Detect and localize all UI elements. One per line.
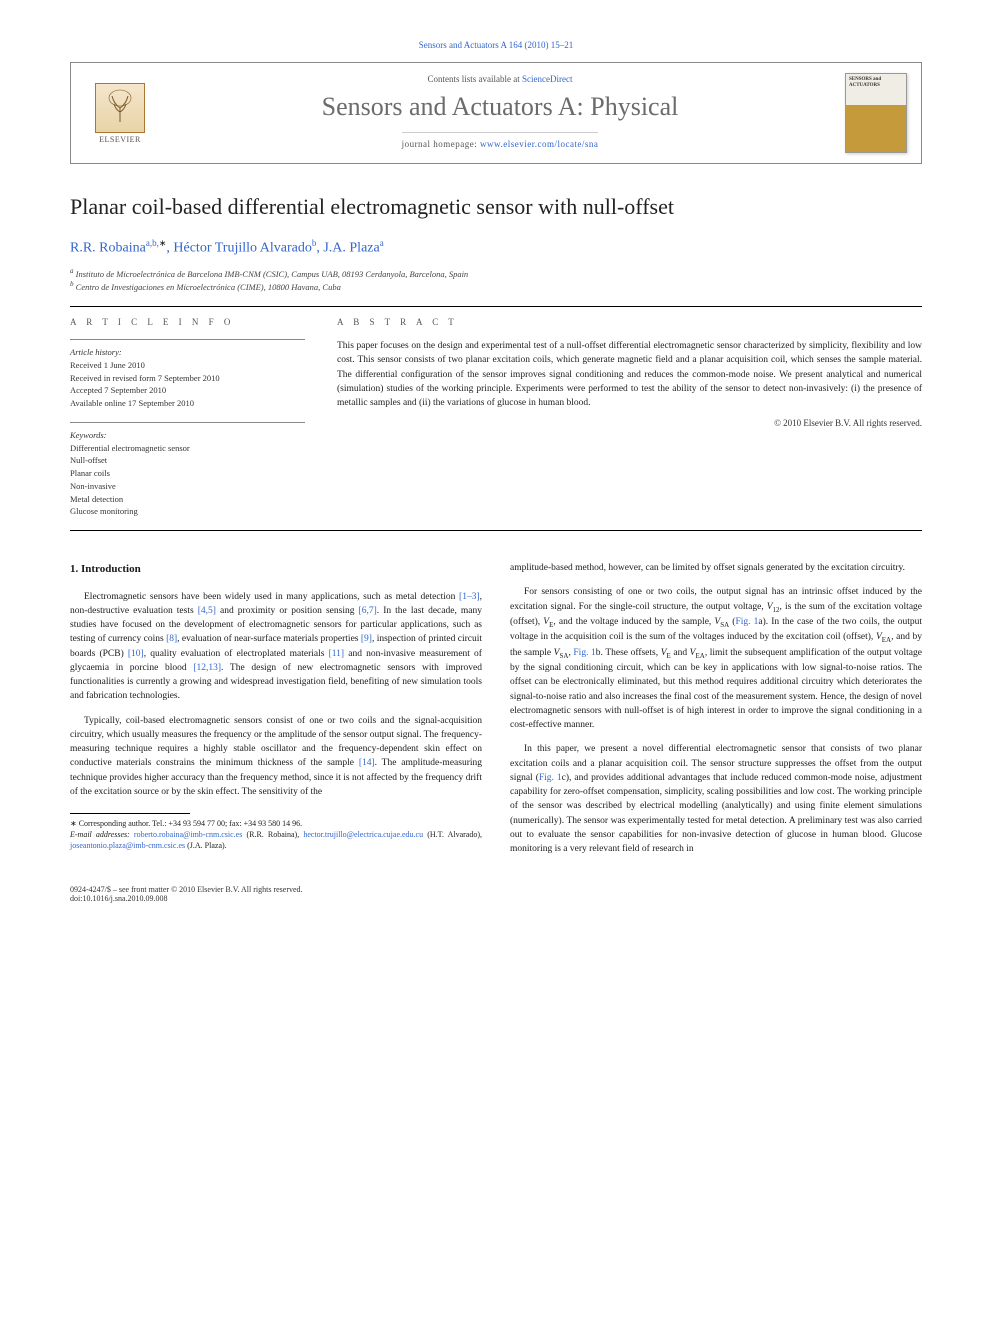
contents-available-line: Contents lists available at ScienceDirec… — [165, 74, 835, 84]
corresponding-author-note: ∗ Corresponding author. Tel.: +34 93 594… — [70, 818, 482, 829]
rule-bottom — [70, 530, 922, 531]
doi-line: doi:10.1016/j.sna.2010.09.008 — [70, 894, 303, 903]
email-who-2: (H.T. Alvarado), — [427, 830, 482, 839]
keyword-4: Non-invasive — [70, 480, 305, 493]
elsevier-logo: ELSEVIER — [85, 75, 155, 151]
homepage-line: journal homepage: www.elsevier.com/locat… — [402, 132, 599, 149]
intro-para-2: Typically, coil-based electromagnetic se… — [70, 714, 482, 800]
article-info-label: A R T I C L E I N F O — [70, 317, 305, 327]
journal-cover-thumb: SENSORS and ACTUATORS — [845, 73, 907, 153]
masthead-center: Contents lists available at ScienceDirec… — [155, 74, 845, 152]
intro-para-5: In this paper, we present a novel differ… — [510, 742, 922, 856]
elsevier-tree-icon — [95, 83, 145, 133]
email-who-3: (J.A. Plaza). — [187, 841, 227, 850]
email-link-1[interactable]: roberto.robaina@imb-cnm.csic.es — [134, 830, 242, 839]
keyword-2: Null-offset — [70, 454, 305, 467]
abstract-text: This paper focuses on the design and exp… — [337, 339, 922, 410]
author-1-corr-star: ∗ — [159, 238, 167, 248]
ref-link-6-7[interactable]: [6,7] — [359, 606, 377, 616]
affiliations: a Instituto de Microelectrónica de Barce… — [70, 267, 922, 294]
affiliation-b-text: Centro de Investigaciones en Microelectr… — [76, 282, 341, 292]
fig-link-1c[interactable]: Fig. 1 — [539, 773, 562, 783]
abstract-label: A B S T R A C T — [337, 317, 922, 327]
cover-thumb-title: SENSORS and ACTUATORS — [846, 74, 906, 91]
keyword-3: Planar coils — [70, 467, 305, 480]
history-accepted: Accepted 7 September 2010 — [70, 384, 305, 397]
article-title: Planar coil-based differential electroma… — [70, 194, 922, 220]
rule-top — [70, 306, 922, 307]
author-3: J.A. Plaza — [323, 241, 379, 256]
sciencedirect-link[interactable]: ScienceDirect — [522, 74, 572, 84]
author-3-affil: a — [380, 238, 384, 248]
author-2-affil: b — [312, 238, 317, 248]
history-revised: Received in revised form 7 September 201… — [70, 372, 305, 385]
affiliation-a: a Instituto de Microelectrónica de Barce… — [70, 267, 922, 281]
affiliation-a-text: Instituto de Microelectrónica de Barcelo… — [76, 268, 469, 278]
email-label: E-mail addresses: — [70, 830, 130, 839]
contents-prefix: Contents lists available at — [428, 74, 522, 84]
email-link-3[interactable]: joseantonio.plaza@imb-cnm.csic.es — [70, 841, 185, 850]
history-heading: Article history: — [70, 346, 305, 359]
journal-homepage-link[interactable]: www.elsevier.com/locate/sna — [480, 139, 598, 149]
issn-line: 0924-4247/$ – see front matter © 2010 El… — [70, 885, 303, 894]
author-2: Héctor Trujillo Alvarado — [173, 241, 311, 256]
article-info-column: A R T I C L E I N F O Article history: R… — [70, 317, 305, 518]
ref-link-9[interactable]: [9] — [361, 634, 372, 644]
footnote-separator — [70, 813, 190, 814]
keyword-6: Glucose monitoring — [70, 505, 305, 518]
author-1-affil: a,b, — [146, 238, 159, 248]
ref-link-4-5[interactable]: [4,5] — [198, 606, 216, 616]
page-container: Sensors and Actuators A 164 (2010) 15–21… — [0, 0, 992, 943]
journal-masthead: ELSEVIER Contents lists available at Sci… — [70, 62, 922, 164]
keywords-block: Keywords: Differential electromagnetic s… — [70, 429, 305, 518]
running-header: Sensors and Actuators A 164 (2010) 15–21 — [70, 40, 922, 50]
abstract-column: A B S T R A C T This paper focuses on th… — [337, 317, 922, 518]
ref-link-14[interactable]: [14] — [359, 758, 375, 768]
intro-para-3: amplitude-based method, however, can be … — [510, 561, 922, 575]
ref-link-8[interactable]: [8] — [166, 634, 177, 644]
email-link-2[interactable]: hector.trujillo@electrica.cujae.edu.cu — [303, 830, 423, 839]
history-received: Received 1 June 2010 — [70, 359, 305, 372]
author-list: R.R. Robainaa,b,∗, Héctor Trujillo Alvar… — [70, 238, 922, 257]
email-addresses: E-mail addresses: roberto.robaina@imb-cn… — [70, 829, 482, 851]
fig-link-1b[interactable]: Fig. 1 — [573, 648, 595, 658]
keyword-1: Differential electromagnetic sensor — [70, 442, 305, 455]
info-rule-1 — [70, 339, 305, 340]
fig-link-1a[interactable]: Fig. 1 — [735, 617, 758, 627]
ref-link-1-3[interactable]: [1–3] — [459, 592, 480, 602]
elsevier-label: ELSEVIER — [99, 135, 141, 144]
article-history: Article history: Received 1 June 2010 Re… — [70, 346, 305, 410]
keyword-5: Metal detection — [70, 493, 305, 506]
abstract-copyright: © 2010 Elsevier B.V. All rights reserved… — [337, 418, 922, 428]
ref-link-10[interactable]: [10] — [128, 649, 144, 659]
footer-left: 0924-4247/$ – see front matter © 2010 El… — [70, 885, 303, 903]
intro-para-1: Electromagnetic sensors have been widely… — [70, 590, 482, 704]
section-1-heading: 1. Introduction — [70, 561, 482, 578]
body-two-column: 1. Introduction Electromagnetic sensors … — [70, 561, 922, 859]
keywords-heading: Keywords: — [70, 429, 305, 442]
history-online: Available online 17 September 2010 — [70, 397, 305, 410]
footnotes: ∗ Corresponding author. Tel.: +34 93 594… — [70, 818, 482, 852]
page-footer: 0924-4247/$ – see front matter © 2010 El… — [70, 879, 922, 903]
email-who-1: (R.R. Robaina), — [246, 830, 299, 839]
ref-link-12-13[interactable]: [12,13] — [193, 663, 221, 673]
ref-link-11[interactable]: [11] — [329, 649, 344, 659]
affiliation-b: b Centro de Investigaciones en Microelec… — [70, 280, 922, 294]
intro-para-4: For sensors consisting of one or two coi… — [510, 585, 922, 732]
info-abstract-row: A R T I C L E I N F O Article history: R… — [70, 317, 922, 518]
author-1: R.R. Robaina — [70, 241, 146, 256]
homepage-prefix: journal homepage: — [402, 139, 480, 149]
journal-name: Sensors and Actuators A: Physical — [165, 92, 835, 122]
info-rule-2 — [70, 422, 305, 423]
